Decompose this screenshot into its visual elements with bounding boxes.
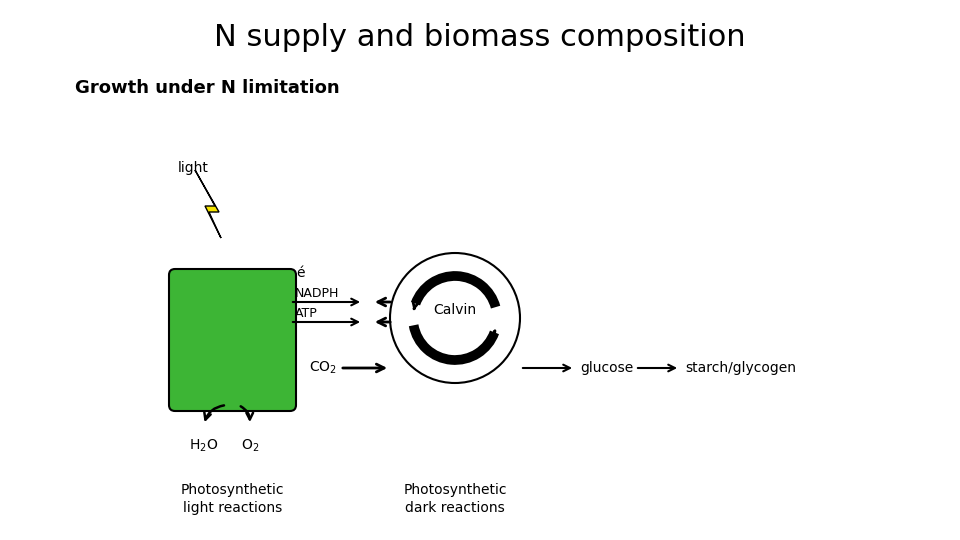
Text: ATP: ATP (295, 307, 318, 320)
Polygon shape (195, 170, 221, 238)
Text: Photosynthetic: Photosynthetic (180, 483, 284, 497)
Text: light: light (178, 161, 209, 175)
Text: O$_2$: O$_2$ (241, 438, 259, 454)
Text: NADPH: NADPH (295, 287, 340, 300)
FancyBboxPatch shape (169, 269, 296, 411)
Text: glucose: glucose (580, 361, 634, 375)
Text: é: é (296, 266, 304, 280)
Text: light reactions: light reactions (182, 501, 282, 515)
Text: Calvin: Calvin (433, 303, 476, 317)
Text: CO$_2$: CO$_2$ (309, 360, 337, 376)
Text: Growth under N limitation: Growth under N limitation (75, 79, 340, 97)
Text: Photosynthetic: Photosynthetic (403, 483, 507, 497)
Text: H$_2$O: H$_2$O (189, 438, 218, 454)
Text: dark reactions: dark reactions (405, 501, 505, 515)
Text: N supply and biomass composition: N supply and biomass composition (214, 24, 746, 52)
Text: starch/glycogen: starch/glycogen (685, 361, 796, 375)
